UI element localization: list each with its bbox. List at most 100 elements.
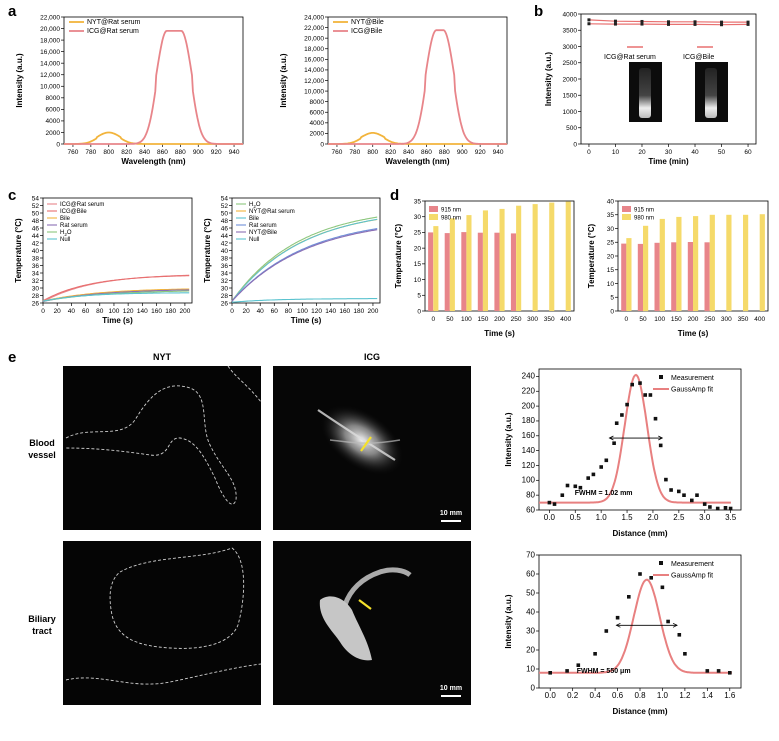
fwhm-arrow-left xyxy=(608,435,614,441)
y-tick-label: 10,000 xyxy=(40,84,60,91)
y-tick-label: 8000 xyxy=(310,99,325,106)
y-tick-label: 34 xyxy=(32,270,40,277)
bar-915-nm xyxy=(637,243,643,311)
legend-label: ICG@Bile xyxy=(351,28,382,35)
measurement-point xyxy=(683,652,687,656)
y-tick-label: 42 xyxy=(32,240,40,247)
y-tick-label: 40 xyxy=(32,248,40,255)
y-tick-label: 6000 xyxy=(310,110,325,117)
row-label-blood-2: vessel xyxy=(28,450,56,460)
measurement-point xyxy=(666,619,670,624)
y-tick-label: 14,000 xyxy=(304,67,324,74)
measurement-point xyxy=(653,416,658,421)
fit-curve xyxy=(539,578,732,674)
y-axis-title: Intensity (a.u.) xyxy=(544,52,553,107)
x-tick-label: 780 xyxy=(349,149,360,156)
measurement-point xyxy=(548,671,552,675)
series-line-2 xyxy=(64,30,243,145)
x-tick-label: 20 xyxy=(54,308,62,315)
y-tick-label: 4000 xyxy=(46,118,61,125)
bar-915-nm xyxy=(428,232,434,311)
x-tick-label: 840 xyxy=(139,149,150,156)
y-tick-label: 240 xyxy=(522,372,536,381)
legend-label: GaussAmp fit xyxy=(671,573,713,580)
legend-label: 915 nm xyxy=(441,207,461,213)
measurement-point xyxy=(638,381,642,385)
row-label-blood-1: Blood xyxy=(29,438,55,448)
data-point xyxy=(693,20,697,24)
y-tick-label: 1000 xyxy=(563,109,578,116)
measurement-point xyxy=(708,505,712,509)
y-tick-label: 0 xyxy=(417,308,421,315)
y-tick-label: 2500 xyxy=(563,60,578,67)
y-tick-label: 120 xyxy=(522,461,536,470)
y-tick-label: 54 xyxy=(32,195,40,202)
y-tick-label: 18,000 xyxy=(304,46,324,53)
y-tick-label: 14,000 xyxy=(40,60,60,67)
measurement-point xyxy=(677,633,682,637)
x-tick-label: 940 xyxy=(229,149,240,156)
y-tick-label: 500 xyxy=(566,125,577,132)
fwhm-annotation: FWHM = 1.02 mm xyxy=(575,490,633,497)
y-tick-label: 18,000 xyxy=(40,37,60,44)
data-point xyxy=(693,22,697,26)
series-line-5 xyxy=(231,229,378,302)
legend-label: 980 nm xyxy=(634,215,654,221)
x-tick-label: 60 xyxy=(271,308,279,315)
panel-letter-e: e xyxy=(8,349,16,366)
measurement-point xyxy=(728,506,733,511)
x-tick-label: 0 xyxy=(230,308,234,315)
profile-line-2 xyxy=(358,599,372,610)
y-axis-title: Intensity (a.u.) xyxy=(15,53,24,108)
x-tick-label: 920 xyxy=(211,149,222,156)
legend-swatch xyxy=(622,214,631,220)
bar-915-nm xyxy=(494,232,500,311)
bar-915-nm xyxy=(687,242,693,311)
x-tick-label: 0.2 xyxy=(567,691,579,700)
bar-980-nm xyxy=(565,201,571,311)
vessel-branch-2 xyxy=(329,439,401,444)
bar-980-nm xyxy=(516,205,522,311)
chart-profile-blood-vessel: 60 80 100 120 140 160 180 200 220 240 Intensity (a… xyxy=(504,368,742,538)
measurement-point xyxy=(682,493,686,497)
bar-980-nm xyxy=(532,204,538,311)
y-tick-label: 60 xyxy=(526,505,535,514)
y-tick-label: 30 xyxy=(526,626,535,635)
measurement-point xyxy=(576,663,581,667)
x-tick-label: 800 xyxy=(367,149,378,156)
measurement-point xyxy=(648,393,653,397)
x-tick-label: 400 xyxy=(560,316,571,323)
legend-label: H2O xyxy=(60,230,72,237)
x-tick-label: 300 xyxy=(527,316,538,323)
bar-980-nm xyxy=(759,214,765,311)
x-tick-label: 140 xyxy=(325,308,336,315)
measurement-point xyxy=(627,595,631,599)
measurement-point xyxy=(612,441,616,445)
y-tick-label: 36 xyxy=(221,263,229,270)
x-tick-label: 2.5 xyxy=(673,513,685,522)
y-tick-label: 20 xyxy=(526,645,535,654)
legend-marker xyxy=(659,375,663,379)
legend-label: ICG@Rat serum xyxy=(87,28,139,35)
y-tick-label: 50 xyxy=(32,210,40,217)
x-tick-label: 760 xyxy=(332,149,343,156)
inset-label-2: ICG@Bile xyxy=(683,54,714,61)
vial-tube-1 xyxy=(639,68,651,118)
chart-emission-bile: 0 2000 4000 6000 8000 10,000 12,000 14,000 16,00… xyxy=(279,14,508,166)
plot-frame xyxy=(327,16,508,145)
y-tick-label: 16,000 xyxy=(40,49,60,56)
y-tick-label: 48 xyxy=(32,218,40,225)
measurement-point xyxy=(716,669,721,673)
image-nyt-blood-vessel xyxy=(63,366,261,530)
data-point xyxy=(613,19,617,23)
y-tick-label: 38 xyxy=(32,255,40,262)
x-tick-label: 250 xyxy=(511,316,522,323)
series-line-1 xyxy=(231,216,378,302)
y-tick-label: 180 xyxy=(522,416,536,425)
plot-frame xyxy=(63,16,244,145)
x-tick-label: 0.8 xyxy=(634,691,646,700)
bar-980-nm xyxy=(499,208,505,311)
y-tick-label: 0 xyxy=(573,141,577,148)
legend-label: GaussAmp fit xyxy=(671,387,713,394)
measurement-point xyxy=(728,671,732,675)
